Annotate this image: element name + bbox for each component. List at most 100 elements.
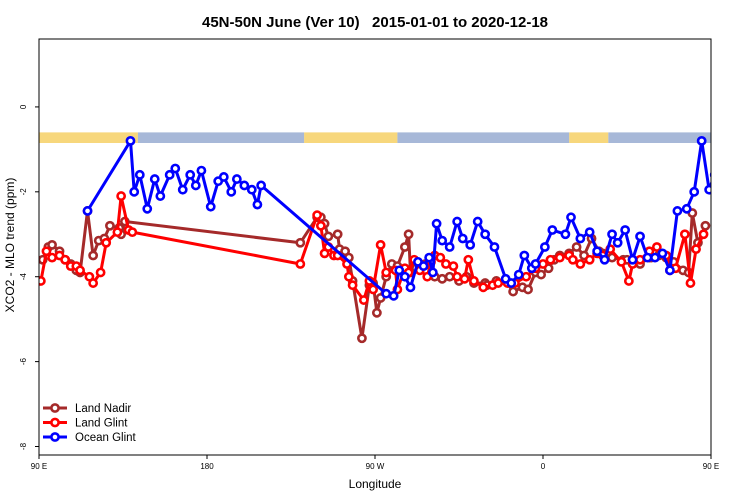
y-axis: 0 -2 -4 -6 -8 bbox=[19, 104, 39, 450]
data-point-land-nadir bbox=[357, 333, 367, 344]
data-point-ocean-glint bbox=[506, 278, 517, 288]
data-point-land-glint bbox=[698, 229, 709, 240]
data-point-ocean-glint bbox=[246, 184, 257, 195]
data-point-ocean-glint bbox=[566, 212, 576, 223]
data-point-ocean-glint bbox=[560, 229, 571, 240]
ocean-band-segment bbox=[137, 132, 305, 143]
data-point-ocean-glint bbox=[129, 186, 140, 197]
data-point-land-glint bbox=[112, 227, 123, 238]
data-point-ocean-glint bbox=[452, 216, 463, 227]
data-point-land-glint bbox=[469, 276, 479, 286]
data-point-ocean-glint bbox=[125, 135, 136, 146]
data-point-ocean-glint bbox=[134, 169, 145, 180]
land-band-segment bbox=[569, 132, 609, 143]
data-point-land-glint bbox=[448, 261, 459, 272]
data-point-ocean-glint bbox=[170, 163, 181, 174]
data-point-ocean-glint bbox=[465, 239, 476, 250]
data-point-ocean-glint bbox=[732, 192, 739, 199]
data-point-land-glint bbox=[358, 295, 369, 305]
data-point-ocean-glint bbox=[196, 165, 207, 176]
data-point-land-glint bbox=[441, 259, 451, 269]
data-point-land-glint bbox=[651, 242, 662, 252]
y-tick-label: 0 bbox=[19, 104, 28, 109]
x-tick-label: 180 bbox=[200, 462, 214, 471]
data-point-land-glint bbox=[538, 259, 548, 269]
data-point-ocean-glint bbox=[142, 203, 153, 214]
data-point-land-nadir bbox=[523, 284, 533, 295]
data-point-ocean-glint bbox=[82, 206, 93, 216]
legend-marker bbox=[50, 432, 60, 442]
data-point-ocean-glint bbox=[547, 225, 558, 235]
data-point-land-glint bbox=[554, 252, 565, 263]
data-point-land-nadir bbox=[105, 220, 115, 231]
data-point-land-nadir bbox=[399, 242, 410, 252]
data-point-land-nadir bbox=[47, 239, 57, 250]
series-layer bbox=[39, 135, 739, 344]
data-point-land-nadir bbox=[371, 307, 382, 318]
data-point-land-glint bbox=[493, 278, 504, 288]
data-point-land-glint bbox=[623, 276, 634, 286]
data-point-ocean-glint bbox=[185, 169, 196, 180]
ocean-band-segment bbox=[608, 132, 711, 143]
data-point-land-glint bbox=[567, 254, 578, 265]
data-point-ocean-glint bbox=[627, 254, 638, 265]
x-tick-label: 90 E bbox=[31, 462, 47, 471]
legend-marker bbox=[50, 417, 60, 428]
data-point-ocean-glint bbox=[709, 171, 711, 179]
ocean-band-segment bbox=[397, 132, 570, 143]
data-point-ocean-glint bbox=[607, 229, 617, 240]
data-point-land-glint bbox=[545, 254, 556, 265]
x-axis-label: Longitude bbox=[349, 477, 402, 491]
data-point-ocean-glint bbox=[489, 242, 500, 252]
data-point-ocean-glint bbox=[480, 229, 491, 240]
data-point-land-glint bbox=[88, 278, 99, 288]
data-point-ocean-glint bbox=[650, 252, 660, 263]
data-point-land-glint bbox=[343, 271, 354, 282]
data-point-ocean-glint bbox=[218, 172, 229, 182]
y-tick-label: -2 bbox=[19, 188, 28, 196]
data-point-ocean-glint bbox=[399, 271, 410, 282]
data-point-ocean-glint bbox=[155, 191, 166, 201]
data-point-ocean-glint bbox=[530, 259, 541, 269]
data-point-land-glint bbox=[39, 276, 46, 286]
data-point-land-nadir bbox=[295, 237, 306, 248]
data-point-land-glint bbox=[368, 284, 379, 295]
data-point-ocean-glint bbox=[592, 246, 603, 257]
data-point-ocean-glint bbox=[724, 175, 731, 182]
data-point-ocean-glint bbox=[539, 242, 550, 252]
data-point-land-glint bbox=[452, 271, 463, 282]
data-point-land-glint bbox=[116, 191, 127, 201]
data-point-land-nadir bbox=[571, 242, 582, 252]
data-point-ocean-glint bbox=[612, 237, 623, 248]
data-point-ocean-glint bbox=[457, 233, 468, 244]
data-point-land-glint bbox=[347, 280, 358, 291]
y-axis-label: XCO2 - MLO trend (ppm) bbox=[3, 178, 17, 313]
data-point-land-nadir bbox=[88, 250, 99, 261]
data-point-ocean-glint bbox=[424, 252, 435, 263]
data-point-ocean-glint bbox=[519, 250, 530, 261]
data-point-land-glint bbox=[459, 273, 470, 284]
data-point-ocean-glint bbox=[190, 180, 201, 191]
data-point-land-nadir bbox=[444, 271, 455, 282]
legend-label: Land Glint bbox=[75, 418, 128, 430]
data-point-ocean-glint bbox=[696, 135, 707, 146]
data-point-ocean-glint bbox=[252, 199, 263, 210]
land-band-segment bbox=[304, 132, 398, 143]
data-point-land-glint bbox=[75, 265, 85, 276]
data-point-land-nadir bbox=[700, 220, 711, 231]
data-point-land-nadir bbox=[536, 269, 547, 280]
data-point-ocean-glint bbox=[575, 233, 586, 244]
data-point-ocean-glint bbox=[226, 186, 237, 197]
data-point-ocean-glint bbox=[164, 169, 175, 180]
data-point-ocean-glint bbox=[704, 184, 711, 195]
legend-marker bbox=[50, 403, 60, 413]
data-point-land-glint bbox=[47, 252, 57, 263]
series-land-nadir bbox=[39, 206, 711, 344]
data-point-land-glint bbox=[685, 278, 696, 288]
y-tick-label: -6 bbox=[19, 358, 28, 366]
data-point-ocean-glint bbox=[418, 261, 429, 272]
series-line-land-nadir bbox=[41, 209, 707, 340]
data-point-ocean-glint bbox=[620, 225, 631, 235]
